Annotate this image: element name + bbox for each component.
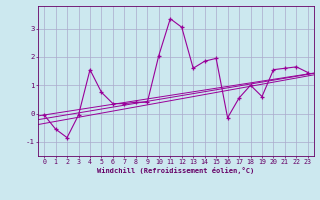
X-axis label: Windchill (Refroidissement éolien,°C): Windchill (Refroidissement éolien,°C) xyxy=(97,167,255,174)
